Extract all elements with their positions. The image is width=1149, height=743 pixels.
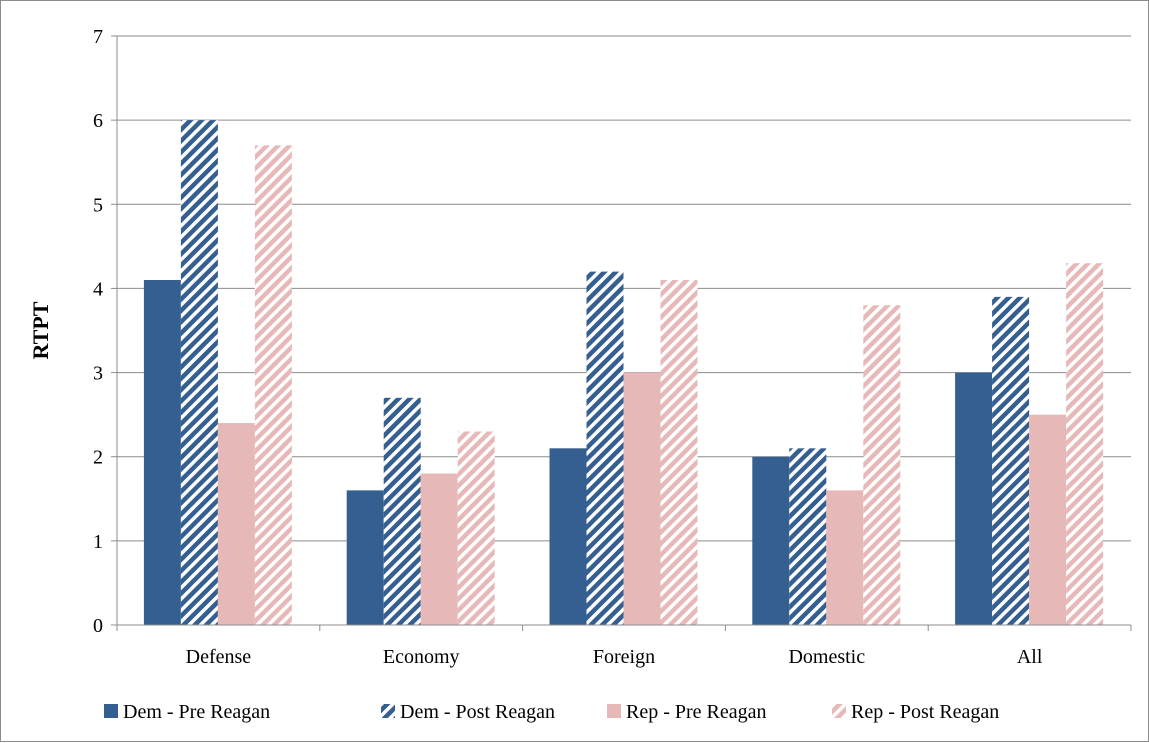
bar — [955, 372, 993, 625]
legend-swatch — [832, 704, 846, 718]
legend-label: Rep - Post Reagan — [851, 701, 999, 723]
bar — [863, 305, 901, 625]
x-tick-label: All — [1017, 646, 1043, 668]
legend-item: Dem - Post Reagan — [381, 701, 555, 723]
tick-labels: 0 1 2 3 4 5 6 7 Defense Economy Foreign Domestic All — [93, 26, 1043, 668]
bar — [143, 280, 181, 625]
y-tick-label: 7 — [93, 26, 103, 48]
bar — [826, 490, 864, 625]
bar — [383, 397, 421, 625]
legend-swatch — [607, 704, 621, 718]
y-tick-label: 4 — [93, 278, 103, 300]
legend-label: Dem - Post Reagan — [400, 701, 555, 723]
bar — [789, 448, 827, 625]
legend: Dem - Pre Reagan Dem - Post Reagan Rep - P… — [104, 701, 999, 723]
legend-swatch — [104, 704, 118, 718]
bar — [752, 456, 790, 625]
bars — [143, 120, 1104, 626]
bar — [586, 271, 624, 625]
bar — [420, 473, 458, 625]
y-axis-title: RTPT — [28, 301, 53, 359]
bar — [623, 372, 661, 625]
legend-label: Rep - Pre Reagan — [626, 701, 767, 723]
y-tick-label: 0 — [93, 615, 103, 637]
y-tick-label: 2 — [93, 447, 103, 469]
bar — [1066, 263, 1104, 625]
bar — [992, 296, 1030, 625]
y-tick-label: 5 — [93, 194, 103, 216]
legend-item: Rep - Pre Reagan — [607, 701, 767, 723]
bar — [549, 448, 587, 625]
legend-item: Dem - Pre Reagan — [104, 701, 270, 723]
legend-swatch — [381, 704, 395, 718]
y-tick-label: 1 — [93, 531, 103, 553]
x-tick-label: Economy — [383, 646, 460, 668]
y-tick-label: 6 — [93, 110, 103, 132]
y-tick-label: 3 — [93, 363, 103, 385]
bar — [457, 431, 495, 625]
bar — [217, 423, 255, 625]
bar — [660, 280, 698, 625]
legend-item: Rep - Post Reagan — [832, 701, 999, 723]
x-tick-label: Foreign — [593, 646, 655, 668]
axes — [111, 35, 1132, 631]
bar — [180, 120, 218, 626]
bar — [1029, 414, 1067, 625]
legend-label: Dem - Pre Reagan — [123, 701, 270, 723]
bar — [346, 490, 384, 625]
bar — [254, 145, 292, 625]
x-tick-label: Domestic — [788, 646, 865, 668]
x-tick-label: Defense — [186, 646, 252, 668]
